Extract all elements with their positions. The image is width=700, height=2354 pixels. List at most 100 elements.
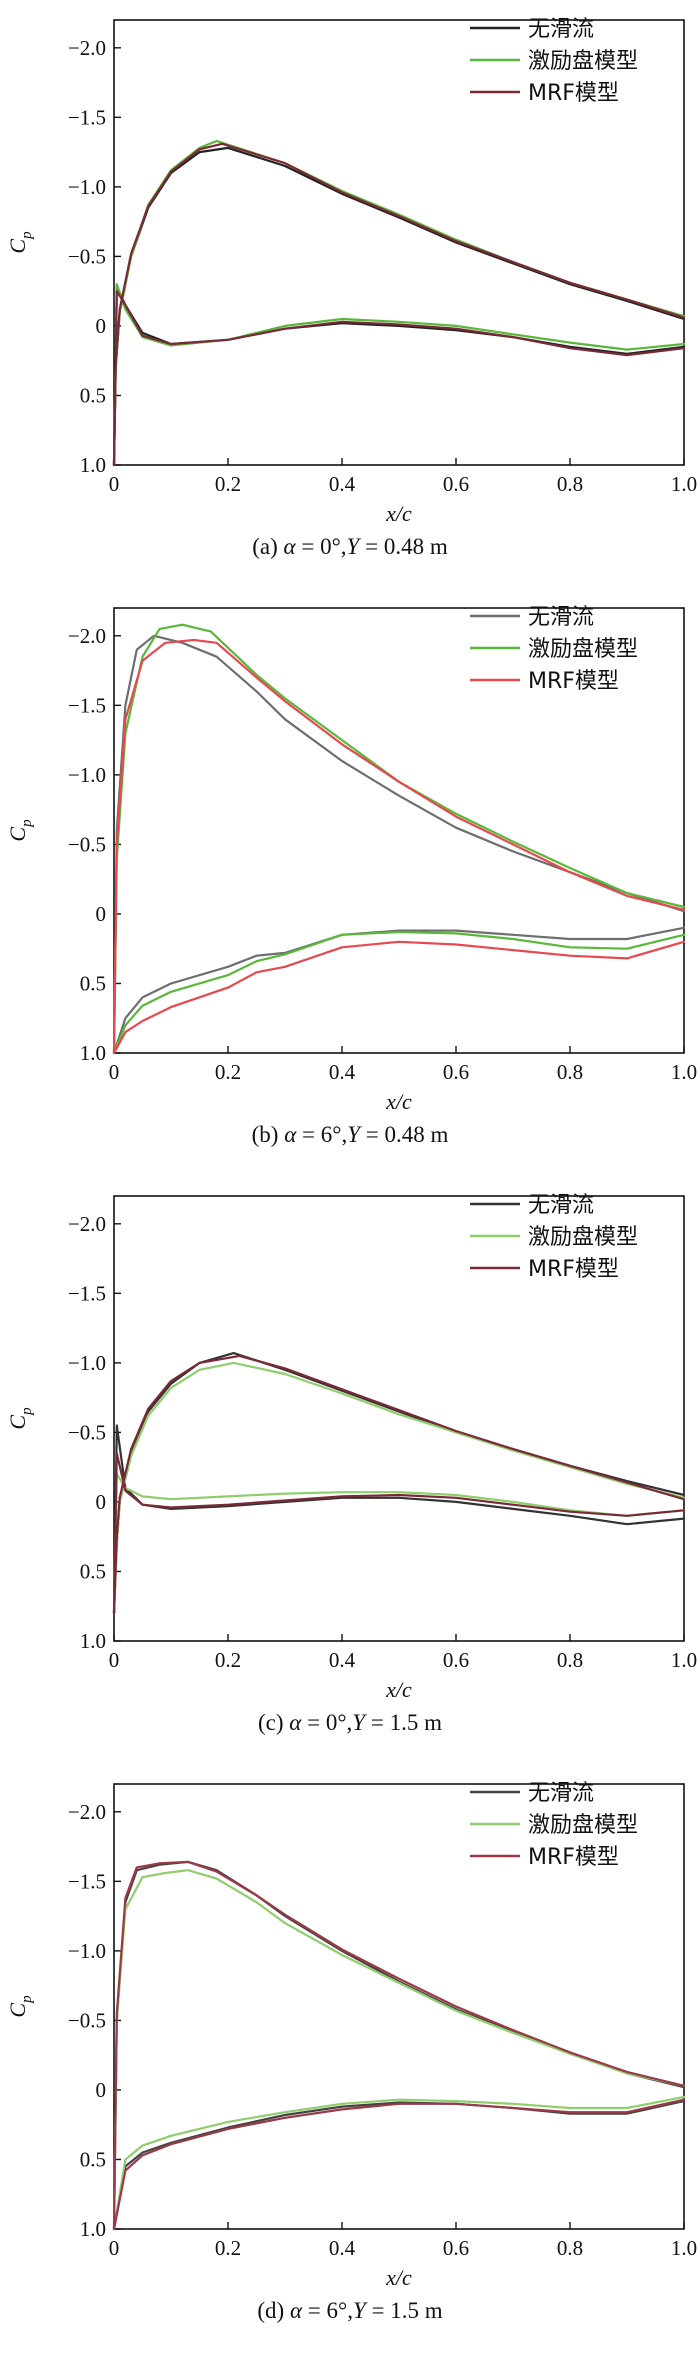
x-tick-label: 0.6 (443, 1060, 469, 1084)
series-line-1-upper (112, 1352, 686, 1615)
x-tick-label: 0 (109, 1060, 120, 1084)
series-line-2-lower (112, 930, 686, 1055)
y-tick-label: 0 (96, 314, 107, 338)
y-axis-label: Cp (5, 1995, 35, 2018)
y-tick-label: −2.0 (68, 1800, 106, 1824)
y-tick-label: 0 (96, 902, 107, 926)
y-tick-label: 0.5 (80, 2147, 106, 2171)
x-tick-label: 0.6 (443, 2236, 469, 2260)
y-axis-label: Cp (5, 1407, 35, 1430)
series-line-3-upper (112, 142, 686, 467)
y-tick-label: 0.5 (80, 383, 106, 407)
series-line-3-lower (112, 940, 686, 1055)
caption-y-value: = 1.5 m (365, 2298, 443, 2323)
legend-label: 无滑流 (528, 605, 594, 630)
series-line-3-lower (112, 290, 686, 467)
x-tick-label: 1.0 (671, 1060, 697, 1084)
caption-y: Y (346, 534, 360, 559)
caption-alpha-value: = 0°, (301, 1710, 353, 1735)
caption-y-value: = 1.5 m (365, 1710, 442, 1735)
caption-alpha: α (284, 1122, 297, 1147)
legend-label: 激励盘模型 (528, 1225, 638, 1250)
caption-prefix: (d) (257, 2298, 290, 2323)
series-line-1-lower (112, 1424, 686, 1615)
series-line-2-lower (112, 283, 686, 467)
x-tick-label: 0.4 (329, 472, 356, 496)
legend-label: MRF模型 (528, 81, 619, 106)
series-line-2-lower (112, 2095, 686, 2231)
legend-label: 无滑流 (528, 1193, 594, 1218)
x-tick-label: 0.4 (329, 1648, 356, 1672)
series-line-1-upper (112, 634, 686, 1055)
series-line-1-lower (112, 285, 686, 467)
caption-prefix: (a) (252, 534, 284, 559)
legend-label: 无滑流 (528, 17, 594, 42)
y-tick-label: −2.0 (68, 36, 106, 60)
legend-label: MRF模型 (528, 1845, 619, 1870)
caption-alpha: α (283, 534, 296, 559)
series-line-2-upper (112, 1869, 686, 2231)
chart-panel-c: 0 0.2 0.4 0.6 0.8 1.0 −2.0 −1.5 −1.0 −0.5 0 0.5 1.0 x… (0, 1176, 700, 1764)
x-tick-label: 0.8 (557, 2236, 583, 2260)
y-tick-label: −0.5 (68, 1420, 106, 1444)
plot-frame (113, 607, 685, 1054)
x-tick-label: 0.2 (215, 472, 241, 496)
y-tick-label: 1.0 (80, 1629, 106, 1653)
chart-svg-d: 0 0.2 0.4 0.6 0.8 1.0 −2.0 −1.5 −1.0 −0.5 0 0.5 1.0 x… (5, 1781, 697, 2290)
series-line-2-upper (112, 139, 686, 467)
legend-label: MRF模型 (528, 669, 619, 694)
plot-frame (113, 1195, 685, 1642)
caption-y-value: = 0.48 m (359, 534, 448, 559)
chart-panel-d: 0 0.2 0.4 0.6 0.8 1.0 −2.0 −1.5 −1.0 −0.5 0 0.5 1.0 x… (0, 1764, 700, 2352)
caption-y: Y (347, 1122, 360, 1147)
chart-svg-c: 0 0.2 0.4 0.6 0.8 1.0 −2.0 −1.5 −1.0 −0.5 0 0.5 1.0 x… (5, 1193, 697, 1702)
legend-label: 无滑流 (528, 1781, 594, 1806)
caption-prefix: (b) (251, 1122, 285, 1147)
x-tick-label: 0 (109, 472, 120, 496)
y-tick-label: 0.5 (80, 971, 106, 995)
x-tick-label: 0.8 (557, 1060, 583, 1084)
caption-alpha: α (289, 1710, 302, 1735)
y-tick-label: −0.5 (68, 2008, 106, 2032)
x-tick-label: 0.8 (557, 472, 583, 496)
y-tick-label: −0.5 (68, 832, 106, 856)
y-axis-label-subscript: p (19, 819, 35, 828)
y-tick-label: −2.0 (68, 1212, 106, 1236)
caption-alpha: α (289, 2298, 303, 2323)
x-tick-label: 1.0 (671, 2236, 697, 2260)
caption-alpha-value: = 6°, (296, 1122, 348, 1147)
legend-label: 激励盘模型 (528, 637, 638, 662)
caption-alpha-value: = 0°, (295, 534, 347, 559)
x-tick-label: 0.2 (215, 2236, 241, 2260)
series-line-3-lower (112, 1452, 686, 1615)
caption-prefix: (c) (258, 1710, 290, 1735)
series-line-1-lower (112, 2100, 686, 2231)
caption-y-value: = 0.48 m (360, 1122, 449, 1147)
y-tick-label: −1.5 (68, 105, 106, 129)
y-tick-label: 1.0 (80, 2217, 106, 2241)
legend-label: 激励盘模型 (528, 1813, 638, 1838)
y-tick-label: −1.5 (68, 1281, 106, 1305)
y-tick-label: −2.0 (68, 624, 106, 648)
x-tick-label: 0.4 (329, 1060, 356, 1084)
y-tick-label: −1.0 (68, 175, 106, 199)
chart-caption-d: (d) α = 6°,Y = 1.5 m (0, 2298, 700, 2324)
series-line-3-upper (112, 1354, 686, 1615)
series-line-2-lower (112, 1473, 686, 1615)
x-axis-label: x/c (385, 1089, 412, 1114)
y-tick-label: −1.5 (68, 1869, 106, 1893)
series-line-2-upper (112, 623, 686, 1055)
x-axis-label: x/c (385, 2265, 412, 2290)
x-tick-label: 0.2 (215, 1060, 241, 1084)
plot-frame (113, 19, 685, 466)
chart-caption-b: (b) α = 6°,Y = 0.48 m (0, 1122, 700, 1148)
y-tick-label: 0 (96, 2078, 107, 2102)
y-axis-label: Cp (5, 231, 35, 254)
y-tick-label: −0.5 (68, 244, 106, 268)
series-line-1-lower (112, 926, 686, 1055)
x-tick-label: 0 (109, 2236, 120, 2260)
x-tick-label: 0.4 (329, 2236, 356, 2260)
x-tick-label: 0 (109, 1648, 120, 1672)
series-line-3-lower (112, 2098, 686, 2231)
y-tick-label: 1.0 (80, 453, 106, 477)
